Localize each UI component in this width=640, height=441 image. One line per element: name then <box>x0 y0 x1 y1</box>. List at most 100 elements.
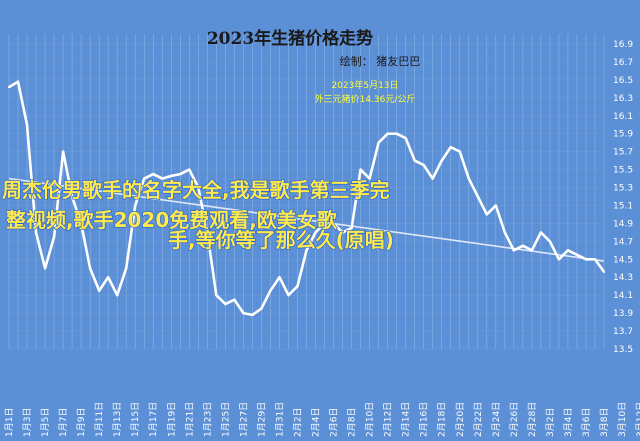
data-point <box>80 222 83 225</box>
overlay-text-line-3: 手,等你等了那么久(原唱) <box>168 228 394 252</box>
data-point <box>61 150 65 153</box>
data-point <box>503 231 506 234</box>
x-tick-label: 3月6日 <box>581 408 592 437</box>
data-point <box>170 174 173 177</box>
data-point <box>584 258 588 261</box>
data-point <box>224 303 227 306</box>
x-tick-label: 1月25日 <box>220 402 231 437</box>
data-point <box>539 231 542 234</box>
x-tick-label: 2月20日 <box>455 402 466 437</box>
x-tick-label: 2月2日 <box>292 408 303 437</box>
data-point <box>152 172 155 176</box>
data-point <box>548 240 552 243</box>
data-point <box>386 132 389 135</box>
data-point <box>107 276 110 279</box>
x-tick-label: 2月18日 <box>437 402 448 437</box>
data-point <box>7 85 11 89</box>
data-point <box>494 204 497 207</box>
data-point <box>89 267 92 270</box>
x-tick-label: 2月16日 <box>419 402 430 437</box>
data-point <box>467 177 470 180</box>
y-tick-label: 14.1 <box>613 291 633 301</box>
x-axis: 1月1日 1月3日 1月5日 1月7日 1月9日 1月11日 1月13日 1月15日 1月17日… <box>4 402 640 437</box>
data-point <box>530 249 533 252</box>
data-point <box>125 267 128 270</box>
annotation-date: 2023年5月13日 <box>331 79 398 91</box>
x-tick-label: 2月26日 <box>509 402 520 437</box>
x-tick-label: 1月15日 <box>130 402 141 437</box>
data-point <box>413 159 416 162</box>
data-point <box>341 231 344 234</box>
y-tick-label: 13.5 <box>613 345 633 355</box>
x-tick-label: 3月10日 <box>617 402 628 437</box>
x-tick-label: 2月10日 <box>365 402 376 437</box>
x-tick-label: 2月28日 <box>527 402 538 437</box>
data-point <box>16 80 20 83</box>
data-point <box>359 168 362 171</box>
x-tick-label: 1月5日 <box>40 408 51 437</box>
x-tick-label: 2月14日 <box>401 402 412 437</box>
x-tick-label: 1月31日 <box>274 402 285 437</box>
y-tick-label: 14.9 <box>613 219 633 229</box>
data-point <box>602 270 606 273</box>
x-tick-label: 1月21日 <box>184 402 195 437</box>
x-tick-label: 3月2日 <box>545 408 556 437</box>
data-point <box>395 132 398 135</box>
data-point <box>34 231 38 234</box>
data-point <box>287 294 290 297</box>
data-point <box>557 258 561 261</box>
x-tick-label: 3月8日 <box>599 408 610 437</box>
x-tick-label: 2月12日 <box>383 402 394 437</box>
data-point <box>206 231 209 234</box>
y-tick-label: 16.3 <box>613 94 633 104</box>
data-point <box>476 195 479 198</box>
data-point <box>179 172 182 176</box>
x-tick-label: 2月24日 <box>491 402 502 437</box>
data-point <box>25 123 29 126</box>
y-tick-label: 15.1 <box>613 201 633 211</box>
data-point <box>278 276 281 279</box>
y-tick-label: 14.7 <box>613 237 633 247</box>
x-tick-label: 1月3日 <box>22 408 33 437</box>
y-tick-label: 16.7 <box>613 58 633 68</box>
x-tick-label: 1月27日 <box>238 402 249 437</box>
data-point <box>323 222 326 225</box>
data-point <box>485 213 488 216</box>
x-tick-label: 1月23日 <box>202 402 213 437</box>
data-point <box>233 298 236 301</box>
y-tick-label: 15.5 <box>613 166 633 176</box>
data-point <box>512 249 515 252</box>
y-tick-label: 15.3 <box>613 184 633 194</box>
x-tick-label: 2月22日 <box>473 402 484 437</box>
data-point <box>269 289 272 292</box>
y-tick-label: 14.5 <box>613 255 633 265</box>
data-point <box>521 244 524 247</box>
horizontal-gridlines <box>9 43 604 350</box>
y-tick-label: 15.7 <box>613 148 633 158</box>
y-tick-label: 15.9 <box>613 130 633 140</box>
data-point <box>143 177 146 180</box>
data-point <box>116 294 119 297</box>
overlay-text-line-1: 周杰伦男歌手的名字大全,我是歌手第三季完 <box>2 178 390 202</box>
data-point <box>43 267 47 270</box>
data-point <box>71 195 74 198</box>
data-point <box>440 159 443 162</box>
y-axis: 16.9 16.7 16.5 16.3 16.1 15.9 15.7 15.5 15.3 15.1… <box>613 40 633 355</box>
x-tick-label: 2月8日 <box>347 408 358 437</box>
data-point <box>98 289 101 292</box>
data-point <box>593 258 597 261</box>
data-point <box>404 137 407 140</box>
data-point <box>296 285 299 288</box>
y-tick-label: 13.7 <box>613 327 633 337</box>
y-tick-label: 16.1 <box>613 112 633 122</box>
trendline <box>8 177 605 262</box>
chart-author: 绘制： 猪友巴巴 <box>340 54 421 68</box>
x-tick-label: 1月11日 <box>94 402 105 437</box>
data-point <box>458 150 461 153</box>
x-tick-label: 3月4日 <box>563 408 574 437</box>
y-tick-label: 16.9 <box>613 40 633 50</box>
data-point <box>242 312 245 315</box>
x-tick-label: 3月12日 <box>635 402 640 437</box>
x-tick-label: 1月17日 <box>148 402 159 437</box>
